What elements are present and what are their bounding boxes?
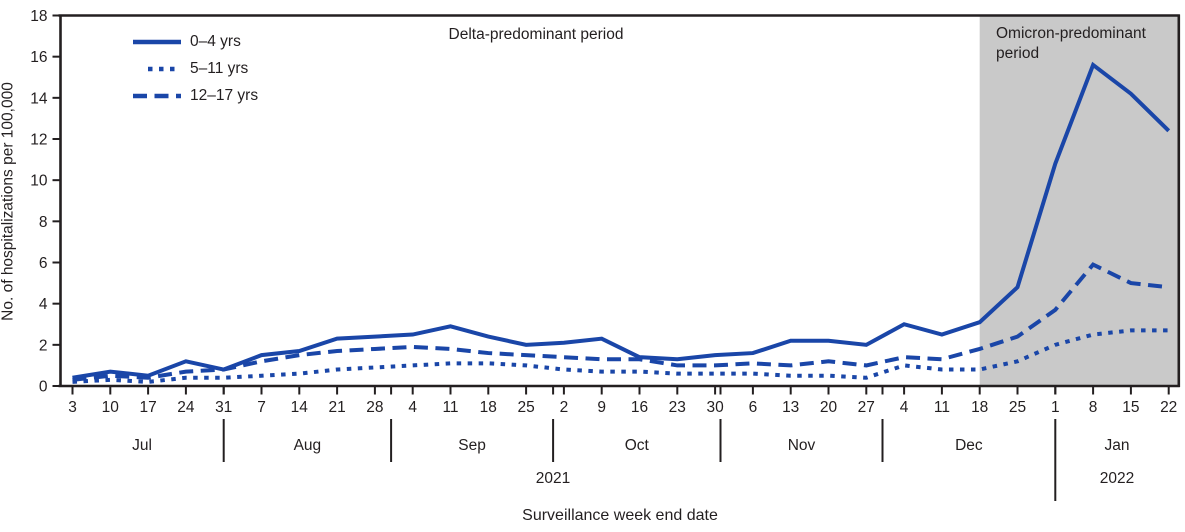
delta-period-annotation: Delta-predominant period — [448, 26, 624, 43]
x-tick-label: 27 — [858, 399, 875, 416]
legend-label: 12–17 yrs — [190, 87, 259, 104]
x-tick-label: 1 — [1051, 399, 1060, 416]
y-tick-label: 12 — [30, 132, 47, 149]
y-tick-label: 6 — [39, 255, 48, 272]
series-line-0-4-yrs — [72, 61, 1171, 380]
x-tick-label: 20 — [820, 399, 838, 416]
y-tick-label: 16 — [30, 49, 47, 66]
x-tick-label: 18 — [971, 399, 988, 416]
legend-line-dashed-icon — [133, 93, 181, 98]
legend-label: 0–4 yrs — [190, 33, 241, 50]
year-label-2022: 2022 — [1099, 470, 1135, 487]
month-label: Nov — [788, 437, 816, 454]
month-label: Jul — [132, 437, 152, 454]
x-tick-label: 11 — [934, 399, 950, 416]
x-tick-label: 11 — [442, 399, 458, 416]
x-tick-label: 17 — [139, 399, 156, 416]
legend-item-5-11: 5–11 yrs — [132, 58, 258, 79]
x-tick-label: 24 — [177, 399, 195, 416]
x-tick-label: 9 — [597, 399, 606, 416]
year-label-2021: 2021 — [535, 470, 571, 487]
x-tick-label: 31 — [215, 399, 232, 416]
y-tick-label: 18 — [30, 8, 47, 25]
x-tick-label: 7 — [257, 399, 266, 416]
y-tick-label: 2 — [39, 337, 48, 354]
omicron-period-annotation: Omicron-predominant period — [996, 25, 1146, 62]
x-tick-label: 30 — [706, 399, 724, 416]
x-tick-label: 4 — [408, 399, 417, 416]
y-tick-label: 4 — [39, 296, 48, 313]
x-tick-label: 23 — [669, 399, 686, 416]
y-tick-label: 14 — [30, 90, 48, 107]
x-axis-title: Surveillance week end date — [522, 507, 718, 524]
legend: 0–4 yrs 5–11 yrs 12–17 yrs — [132, 31, 258, 106]
x-tick-label: 22 — [1160, 399, 1177, 416]
x-tick-label: 10 — [102, 399, 120, 416]
legend-item-12-17: 12–17 yrs — [132, 85, 258, 106]
x-tick-label: 15 — [1122, 399, 1139, 416]
y-tick-label: 8 — [39, 214, 48, 231]
x-tick-label: 2 — [560, 399, 569, 416]
x-tick-label: 13 — [782, 399, 799, 416]
x-tick-label: 25 — [517, 399, 534, 416]
x-tick-label: 4 — [900, 399, 909, 416]
month-label: Aug — [294, 437, 322, 454]
x-tick-label: 6 — [749, 399, 758, 416]
series-line-5-11-yrs — [72, 328, 1169, 384]
x-tick-label: 25 — [1009, 399, 1026, 416]
y-tick-label: 10 — [30, 173, 48, 190]
omicron-shaded-region — [979, 16, 1179, 386]
x-tick-label: 18 — [480, 399, 497, 416]
x-tick-label: 14 — [291, 399, 309, 416]
x-tick-label: 28 — [366, 399, 383, 416]
month-label: Dec — [955, 437, 983, 454]
x-tick-label: 21 — [328, 399, 345, 416]
legend-item-0-4: 0–4 yrs — [132, 31, 258, 52]
x-tick-label: 8 — [1089, 399, 1098, 416]
month-label: Oct — [625, 437, 650, 454]
x-tick-label: 3 — [68, 399, 77, 416]
legend-label: 5–11 yrs — [190, 60, 249, 77]
series-line-12-17-yrs — [72, 262, 1169, 382]
legend-line-solid-icon — [133, 39, 181, 44]
x-tick-label: 16 — [631, 399, 648, 416]
month-label: Sep — [458, 437, 486, 454]
y-tick-label: 0 — [39, 379, 48, 396]
month-label: Jan — [1105, 437, 1130, 454]
y-axis-title: No. of hospitalizations per 100,000 — [0, 82, 17, 321]
legend-line-dotted-icon — [148, 66, 181, 71]
